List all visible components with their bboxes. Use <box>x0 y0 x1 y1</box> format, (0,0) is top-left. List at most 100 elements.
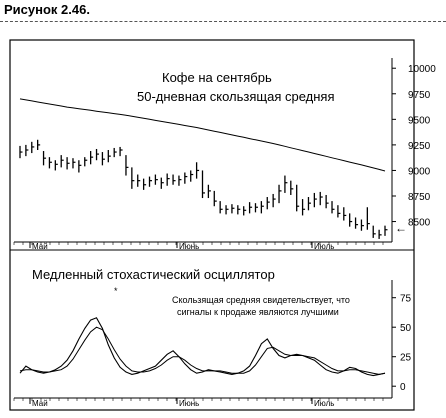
price-bar <box>313 192 317 208</box>
price-bar <box>25 144 29 157</box>
stochastic-panel: 0 25 50 75 Май Июнь Июль Медленный стохастиче… <box>13 267 412 408</box>
price-x-tick-label: Июнь <box>179 242 199 251</box>
price-bar <box>331 201 335 214</box>
price-bar <box>54 160 58 171</box>
price-bar <box>231 204 235 214</box>
price-y-tick-label: 9500 <box>408 115 431 126</box>
price-bar <box>325 194 329 209</box>
figure-underline <box>0 21 446 22</box>
stoch-y-tick-label: 50 <box>400 323 412 334</box>
price-bar <box>207 184 211 199</box>
stoch-x-tick-label: Июнь <box>179 399 199 408</box>
price-bar <box>366 207 370 230</box>
price-bar <box>219 201 223 214</box>
price-bar <box>343 207 347 221</box>
price-bar <box>148 176 153 187</box>
price-bar <box>190 170 194 182</box>
stoch-y-tick-label: 75 <box>400 294 412 305</box>
stoch-annotation-line-2: сигналы к продаже являются лучшими <box>177 307 339 317</box>
price-bar <box>254 203 258 213</box>
price-bar <box>95 148 100 161</box>
price-x-tick-label: Май <box>32 242 48 251</box>
stoch-annotation: Скользящая средняя свидетельствует, что … <box>172 295 352 317</box>
price-bar <box>301 199 306 216</box>
moving-average-line <box>19 98 386 172</box>
price-bar <box>266 197 270 210</box>
stoch-x-tick-label: Май <box>32 399 48 408</box>
price-bar <box>42 151 47 166</box>
price-bar-group <box>19 139 388 239</box>
price-bar <box>154 174 158 185</box>
price-bar <box>37 139 41 150</box>
price-bar <box>172 174 176 185</box>
price-panel: 8500 8750 9000 9250 9500 9750 10000 Май Июнь Июл… <box>13 58 436 251</box>
price-bar <box>60 155 64 168</box>
price-bar <box>89 151 94 165</box>
price-bar <box>142 178 147 190</box>
price-bar <box>84 157 88 167</box>
price-bar <box>307 197 311 211</box>
price-bar <box>337 205 341 218</box>
price-bar <box>278 184 282 204</box>
price-bar <box>166 173 170 186</box>
price-bar <box>195 162 200 179</box>
price-bar <box>101 152 105 166</box>
price-bar <box>201 170 205 199</box>
price-bar <box>107 150 111 163</box>
price-bar <box>131 167 135 189</box>
price-bar <box>125 155 129 176</box>
price-bar <box>372 225 376 238</box>
price-y-tick-label: 8750 <box>408 192 431 203</box>
price-bar <box>48 157 52 169</box>
price-bar <box>66 157 70 170</box>
price-bar <box>19 145 23 159</box>
price-bar <box>248 202 253 214</box>
price-bar <box>349 213 353 227</box>
stochastic-line-fast <box>19 317 386 377</box>
price-bar <box>160 177 164 189</box>
price-y-tick-label: 10000 <box>408 64 436 75</box>
price-bar <box>319 191 323 206</box>
stoch-tick-group: 0 25 50 75 <box>392 294 412 393</box>
price-bar <box>384 225 388 236</box>
price-y-tick-label: 9000 <box>408 166 431 177</box>
price-bar <box>113 147 117 158</box>
price-y-tick-label: 9750 <box>408 90 431 101</box>
stoch-y-tick-label: 25 <box>400 353 412 364</box>
stoch-title: Медленный стохастический осциллятор <box>32 267 275 282</box>
stoch-x-tick-label: Июль <box>314 399 334 408</box>
stoch-annotation-line-1: Скользящая средняя свидетельствует, что <box>172 295 350 305</box>
stoch-month-tick-group: Май Июнь Июль <box>13 398 384 408</box>
price-y-tick-label: 9250 <box>408 141 431 152</box>
price-month-tick-group: Май Июнь Июль <box>13 242 384 251</box>
outer-frame <box>9 39 415 411</box>
price-bar <box>225 205 229 215</box>
price-y-tick-label: 8500 <box>408 218 431 229</box>
price-bar <box>260 201 264 214</box>
last-price-arrow-icon: ← <box>395 221 407 235</box>
price-bar <box>360 219 364 231</box>
price-bar <box>213 190 217 207</box>
price-bar <box>119 146 123 157</box>
price-bar <box>31 141 35 154</box>
price-bar <box>184 172 188 184</box>
price-bar <box>290 180 294 195</box>
price-bar <box>296 184 300 212</box>
price-bar <box>237 205 241 215</box>
price-bar <box>78 160 82 173</box>
stochastic-line-slow <box>19 326 386 375</box>
price-bar <box>137 174 141 187</box>
price-subtitle: 50-дневная скользящая средняя <box>137 89 334 104</box>
figure-label: Рисунок 2.46. <box>4 2 90 17</box>
price-bar <box>178 175 182 186</box>
price-bar <box>243 206 247 216</box>
peak-marker-icon: * <box>114 286 118 296</box>
price-bar <box>378 229 382 239</box>
price-bar <box>354 217 359 229</box>
price-bar <box>72 158 76 169</box>
price-bar <box>272 193 276 208</box>
price-x-tick-label: Июль <box>314 242 334 251</box>
price-bar <box>284 175 288 193</box>
price-title: Кофе на сентябрь <box>162 70 272 85</box>
